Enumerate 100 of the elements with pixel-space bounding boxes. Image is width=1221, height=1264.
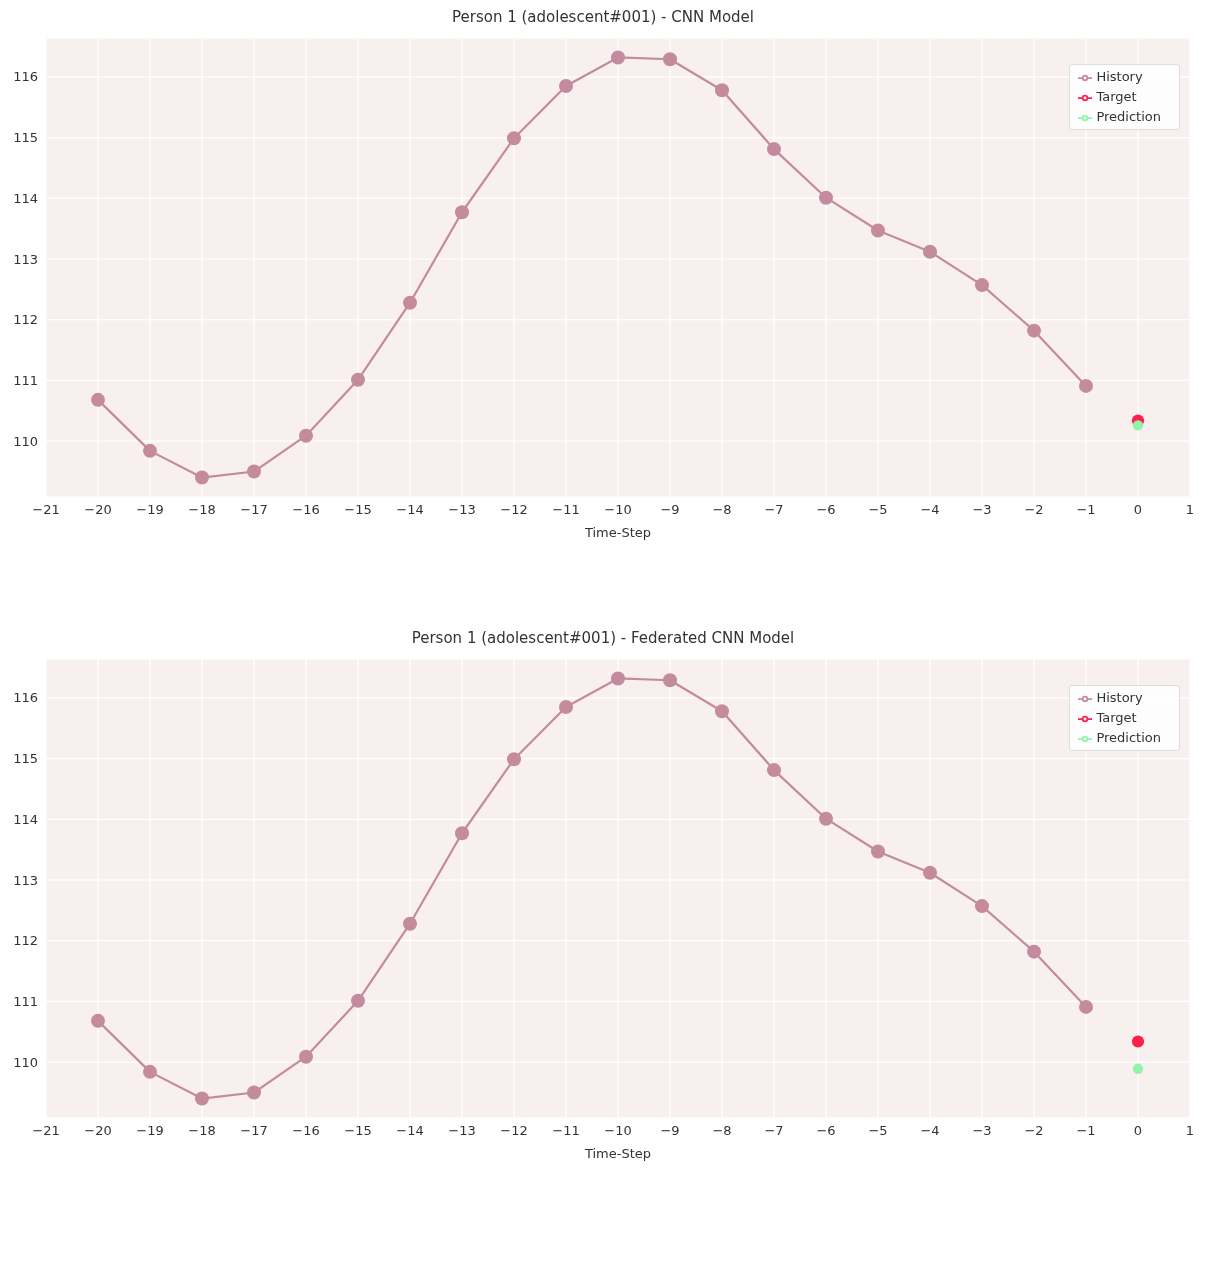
y-tick-label: 110 [13,1054,38,1070]
chart-title: Person 1 (adolescent#001) - Federated CNN Model [410,629,796,649]
x-tick-label: −6 [816,1123,836,1139]
x-tick-label: −17 [240,1123,268,1139]
x-tick-label: −11 [552,502,580,518]
x-tick-label: −17 [240,502,268,518]
point [195,1091,209,1106]
point [455,826,469,841]
x-tick-label: −18 [188,502,216,518]
x-tick-label: −10 [604,1123,632,1139]
point [1131,1035,1145,1048]
x-tick-label: −4 [920,1123,940,1139]
x-tick-label: 0 [1133,1123,1143,1139]
y-tick-label: 113 [13,251,38,267]
point [247,1085,261,1100]
y-tick-label: 114 [13,811,38,827]
point [143,443,157,458]
point [559,699,573,714]
x-tick-label: −2 [1024,1123,1044,1139]
y-tick-label: 111 [13,373,38,389]
point [923,865,937,880]
legend-label: History [1096,690,1143,705]
point [715,83,729,98]
x-tick-label: −2 [1024,502,1044,518]
point [923,244,937,259]
point [1132,1063,1144,1075]
y-tick-label: 116 [13,690,38,706]
x-tick-label: −5 [868,1123,888,1139]
x-tick-label: −21 [32,502,60,518]
point [767,142,781,157]
x-tick-label: −8 [712,502,732,518]
point [1027,944,1041,959]
point [299,1049,313,1064]
point [455,205,469,220]
y-tick-label: 114 [13,190,38,206]
point [91,392,105,407]
x-tick-label: −1 [1076,1123,1096,1139]
point [663,52,677,67]
point [195,470,209,485]
point [1132,420,1144,431]
x-tick-label: −21 [32,1123,60,1139]
y-tick-label: 110 [13,433,38,449]
legend-label: Target [1096,89,1137,104]
legend-label: History [1096,69,1143,84]
x-tick-label: −7 [764,502,784,518]
y-tick-label: 115 [13,130,38,146]
x-tick-label: −4 [920,502,940,518]
point [715,704,729,719]
x-tick-label: −9 [660,502,680,518]
x-tick-label: −16 [292,1123,320,1139]
point [819,190,833,205]
x-tick-label: −1 [1076,502,1096,518]
point [299,428,313,443]
y-tick-label: 116 [13,69,38,85]
x-tick-label: −10 [604,502,632,518]
point [247,464,261,479]
point [611,50,625,65]
point [1027,323,1041,338]
x-axis-title: Time-Step [583,1146,652,1161]
y-tick-label: 115 [13,751,38,767]
point [767,763,781,778]
point [975,899,989,914]
x-tick-label: 1 [1185,502,1195,518]
y-tick-label: 111 [13,994,38,1010]
y-tick-label: 112 [13,312,38,328]
x-tick-label: −7 [764,1123,784,1139]
point [351,372,365,387]
point [1079,378,1093,393]
y-tick-label: 112 [13,933,38,949]
legend-label: Prediction [1096,730,1161,745]
x-tick-label: −19 [136,502,164,518]
chart-title: Person 1 (adolescent#001) - CNN Model [451,8,755,28]
point [143,1064,157,1079]
x-tick-label: −14 [396,502,424,518]
legend-label: Prediction [1096,109,1161,124]
x-tick-label: −15 [344,1123,372,1139]
x-axis-title: Time-Step [583,525,652,540]
y-tick-label: 113 [13,872,38,888]
x-tick-label: −8 [712,1123,732,1139]
x-tick-label: −14 [396,1123,424,1139]
x-tick-label: −5 [868,502,888,518]
x-tick-label: −11 [552,1123,580,1139]
point [663,673,677,688]
x-tick-label: −12 [500,1123,528,1139]
x-tick-label: −13 [448,1123,476,1139]
x-tick-label: −6 [816,502,836,518]
point [975,278,989,293]
point [507,131,521,146]
point [507,752,521,767]
legend-label: Target [1096,710,1137,725]
x-tick-label: −16 [292,502,320,518]
x-tick-label: −20 [84,1123,112,1139]
point [403,916,417,931]
point [611,671,625,686]
x-tick-label: −15 [344,502,372,518]
x-tick-label: −13 [448,502,476,518]
point [403,295,417,310]
point [351,993,365,1008]
point [1079,999,1093,1014]
x-tick-label: −3 [972,1123,992,1139]
